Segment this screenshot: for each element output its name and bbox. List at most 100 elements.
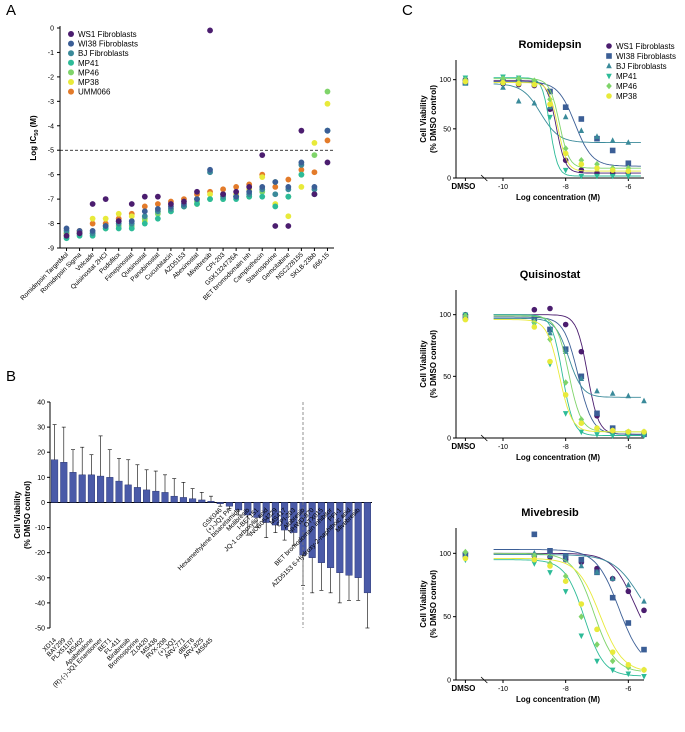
chart-b-y-tick-label: 40 bbox=[37, 400, 45, 407]
chart-a-point-mp38 bbox=[207, 191, 213, 198]
chart-c3-point-mp38 bbox=[609, 649, 616, 655]
chart-c3-y-tick-label: 100 bbox=[439, 551, 451, 558]
chart-c3-point-bj-fibroblasts bbox=[609, 575, 616, 581]
chart-b-y-tick-label: -10 bbox=[35, 525, 45, 532]
chart-c1-legend-label: MP46 bbox=[616, 82, 637, 91]
chart-b-y-tick-label: -50 bbox=[35, 626, 45, 633]
chart-a-point-mp41 bbox=[272, 203, 279, 210]
chart-c2-y-axis-label: Cell Viability(% DMSO control) bbox=[419, 330, 438, 398]
chart-c3-point-bj-fibroblasts bbox=[594, 568, 600, 575]
chart-a-legend-label: UMM066 bbox=[78, 88, 111, 97]
chart-c3-point-mp41 bbox=[547, 570, 553, 576]
chart-c2-point-bj-fibroblasts bbox=[625, 392, 632, 399]
chart-a-point-wi38-fibroblasts bbox=[154, 205, 161, 212]
chart-c1-y-axis-label-line1: Cell Viability bbox=[419, 95, 428, 143]
chart-a-legend-label: MP46 bbox=[78, 68, 99, 77]
chart-c3-x-tick-label: -8 bbox=[563, 686, 569, 693]
chart-a-point-mp38 bbox=[259, 174, 266, 181]
chart-c1-x-tick-label: -8 bbox=[563, 184, 569, 191]
chart-c2-x-tick-label: -10 bbox=[498, 444, 508, 451]
chart-a-y-axis-label-subscript: 50 bbox=[34, 130, 40, 136]
chart-a-point-mp38 bbox=[324, 100, 331, 107]
chart-c3-point-mp46 bbox=[578, 613, 585, 620]
chart-c3-y-axis-label-line1: Cell Viability bbox=[419, 580, 428, 628]
chart-c1-y-tick-label: 100 bbox=[439, 77, 451, 84]
chart-c2-point-bj-fibroblasts bbox=[641, 397, 647, 404]
chart-c3-point-mp38 bbox=[547, 563, 553, 569]
chart-a-y-tick-label: -5 bbox=[48, 148, 54, 155]
chart-c2-axis-break bbox=[480, 434, 488, 442]
chart-a-y-tick-label: -7 bbox=[48, 197, 54, 204]
chart-c1-legend-marker bbox=[606, 62, 612, 69]
chart-c2-x-tick-label: -6 bbox=[625, 444, 631, 451]
chart-c2-point-wi38-fibroblasts bbox=[547, 326, 553, 333]
chart-a-point-mp38 bbox=[89, 215, 96, 222]
chart-c1-point-bj-fibroblasts bbox=[562, 113, 569, 120]
chart-a-point-ws1-fibroblasts bbox=[207, 27, 213, 34]
chart-c3-point-bj-fibroblasts bbox=[578, 562, 585, 569]
chart-c1-point-mp46 bbox=[594, 160, 600, 168]
chart-c1-legend-marker bbox=[606, 53, 612, 59]
chart-a-point-mp38 bbox=[128, 213, 135, 220]
chart-a-point-umm066 bbox=[141, 203, 148, 210]
chart-a-point-mp38 bbox=[285, 213, 292, 220]
chart-c2-point-mp38 bbox=[625, 429, 632, 435]
chart-c3-point-mp41 bbox=[562, 589, 569, 595]
chart-a-point-mp41 bbox=[259, 193, 266, 200]
chart-c3-fit-bj-fibroblasts bbox=[493, 554, 642, 599]
chart-c1-point-mp41 bbox=[609, 173, 616, 180]
chart-c2-x-axis-label: Log concentration (M) bbox=[516, 453, 600, 462]
chart-b-y-tick-label: 10 bbox=[37, 475, 45, 482]
chart-c3-point-mp41 bbox=[641, 674, 647, 680]
chart-c1-legend-marker bbox=[606, 43, 612, 49]
chart-c2-point-mp46 bbox=[531, 318, 538, 326]
chart-a-point-wi38-fibroblasts bbox=[246, 188, 253, 195]
chart-c3-point-bj-fibroblasts bbox=[641, 598, 647, 604]
chart-c2-y-tick-label: 100 bbox=[439, 312, 451, 319]
chart-a-point-ws1-fibroblasts bbox=[168, 201, 174, 207]
chart-c1-legend-label: WS1 Fibroblasts bbox=[616, 42, 675, 51]
chart-a-point-ws1-fibroblasts bbox=[141, 193, 148, 200]
chart-c1-point-mp41 bbox=[625, 173, 632, 180]
chart-a-point-ws1-fibroblasts bbox=[89, 201, 96, 207]
chart-a-point-wi38-fibroblasts bbox=[272, 179, 279, 185]
chart-c1-point-mp46 bbox=[547, 96, 553, 103]
chart-c1-point-bj-fibroblasts bbox=[625, 139, 632, 145]
chart-a-y-tick-label: -4 bbox=[48, 123, 54, 130]
chart-a-point-ws1-fibroblasts bbox=[220, 191, 226, 198]
chart-a-point-umm066 bbox=[272, 183, 279, 190]
chart-b-y-tick-label: -20 bbox=[35, 550, 45, 557]
chart-c1-legend-label: BJ Fibroblasts bbox=[616, 62, 667, 71]
chart-c2-point-ws1-fibroblasts bbox=[578, 348, 585, 355]
chart-c3-dmso-label: DMSO bbox=[451, 684, 475, 693]
chart-c3-point-mp41 bbox=[531, 561, 538, 567]
chart-c1-x-tick-label: -6 bbox=[625, 184, 631, 191]
chart-c1-point-mp41 bbox=[547, 114, 553, 121]
chart-a-point-ws1-fibroblasts bbox=[181, 198, 187, 205]
chart-c2-y-axis-label-line2: (% DMSO control) bbox=[429, 330, 438, 398]
chart-c2-point-mp41 bbox=[641, 433, 647, 439]
chart-c1-y-tick-label: 50 bbox=[443, 126, 451, 133]
chart-a-legend-label: BJ Fibroblasts bbox=[78, 49, 129, 58]
chart-a-point-umm066 bbox=[298, 166, 305, 173]
chart-a-legend-marker bbox=[68, 79, 74, 85]
chart-c3-point-mp46 bbox=[462, 548, 469, 556]
chart-c3-title: Mivebresib bbox=[521, 507, 579, 519]
chart-c1-point-mp38 bbox=[625, 168, 632, 174]
chart-c1-point-mp46 bbox=[562, 145, 569, 152]
chart-a-legend-label: MP41 bbox=[78, 59, 99, 68]
chart-c2-title: Quisinostat bbox=[520, 269, 581, 281]
chart-a-legend-marker bbox=[68, 59, 74, 66]
chart-c1-point-bj-fibroblasts bbox=[515, 97, 522, 104]
chart-a-point-mp41 bbox=[115, 225, 122, 232]
chart-c2-point-ws1-fibroblasts bbox=[531, 306, 538, 313]
chart-c3-point-wi38-fibroblasts bbox=[547, 548, 553, 554]
chart-a-point-mp41 bbox=[285, 193, 292, 200]
chart-a-legend-marker bbox=[68, 50, 74, 57]
chart-a-point-wi38-fibroblasts bbox=[63, 225, 70, 232]
chart-c3-point-mp38 bbox=[562, 578, 569, 584]
chart-a-point-wi38-fibroblasts bbox=[89, 227, 96, 234]
